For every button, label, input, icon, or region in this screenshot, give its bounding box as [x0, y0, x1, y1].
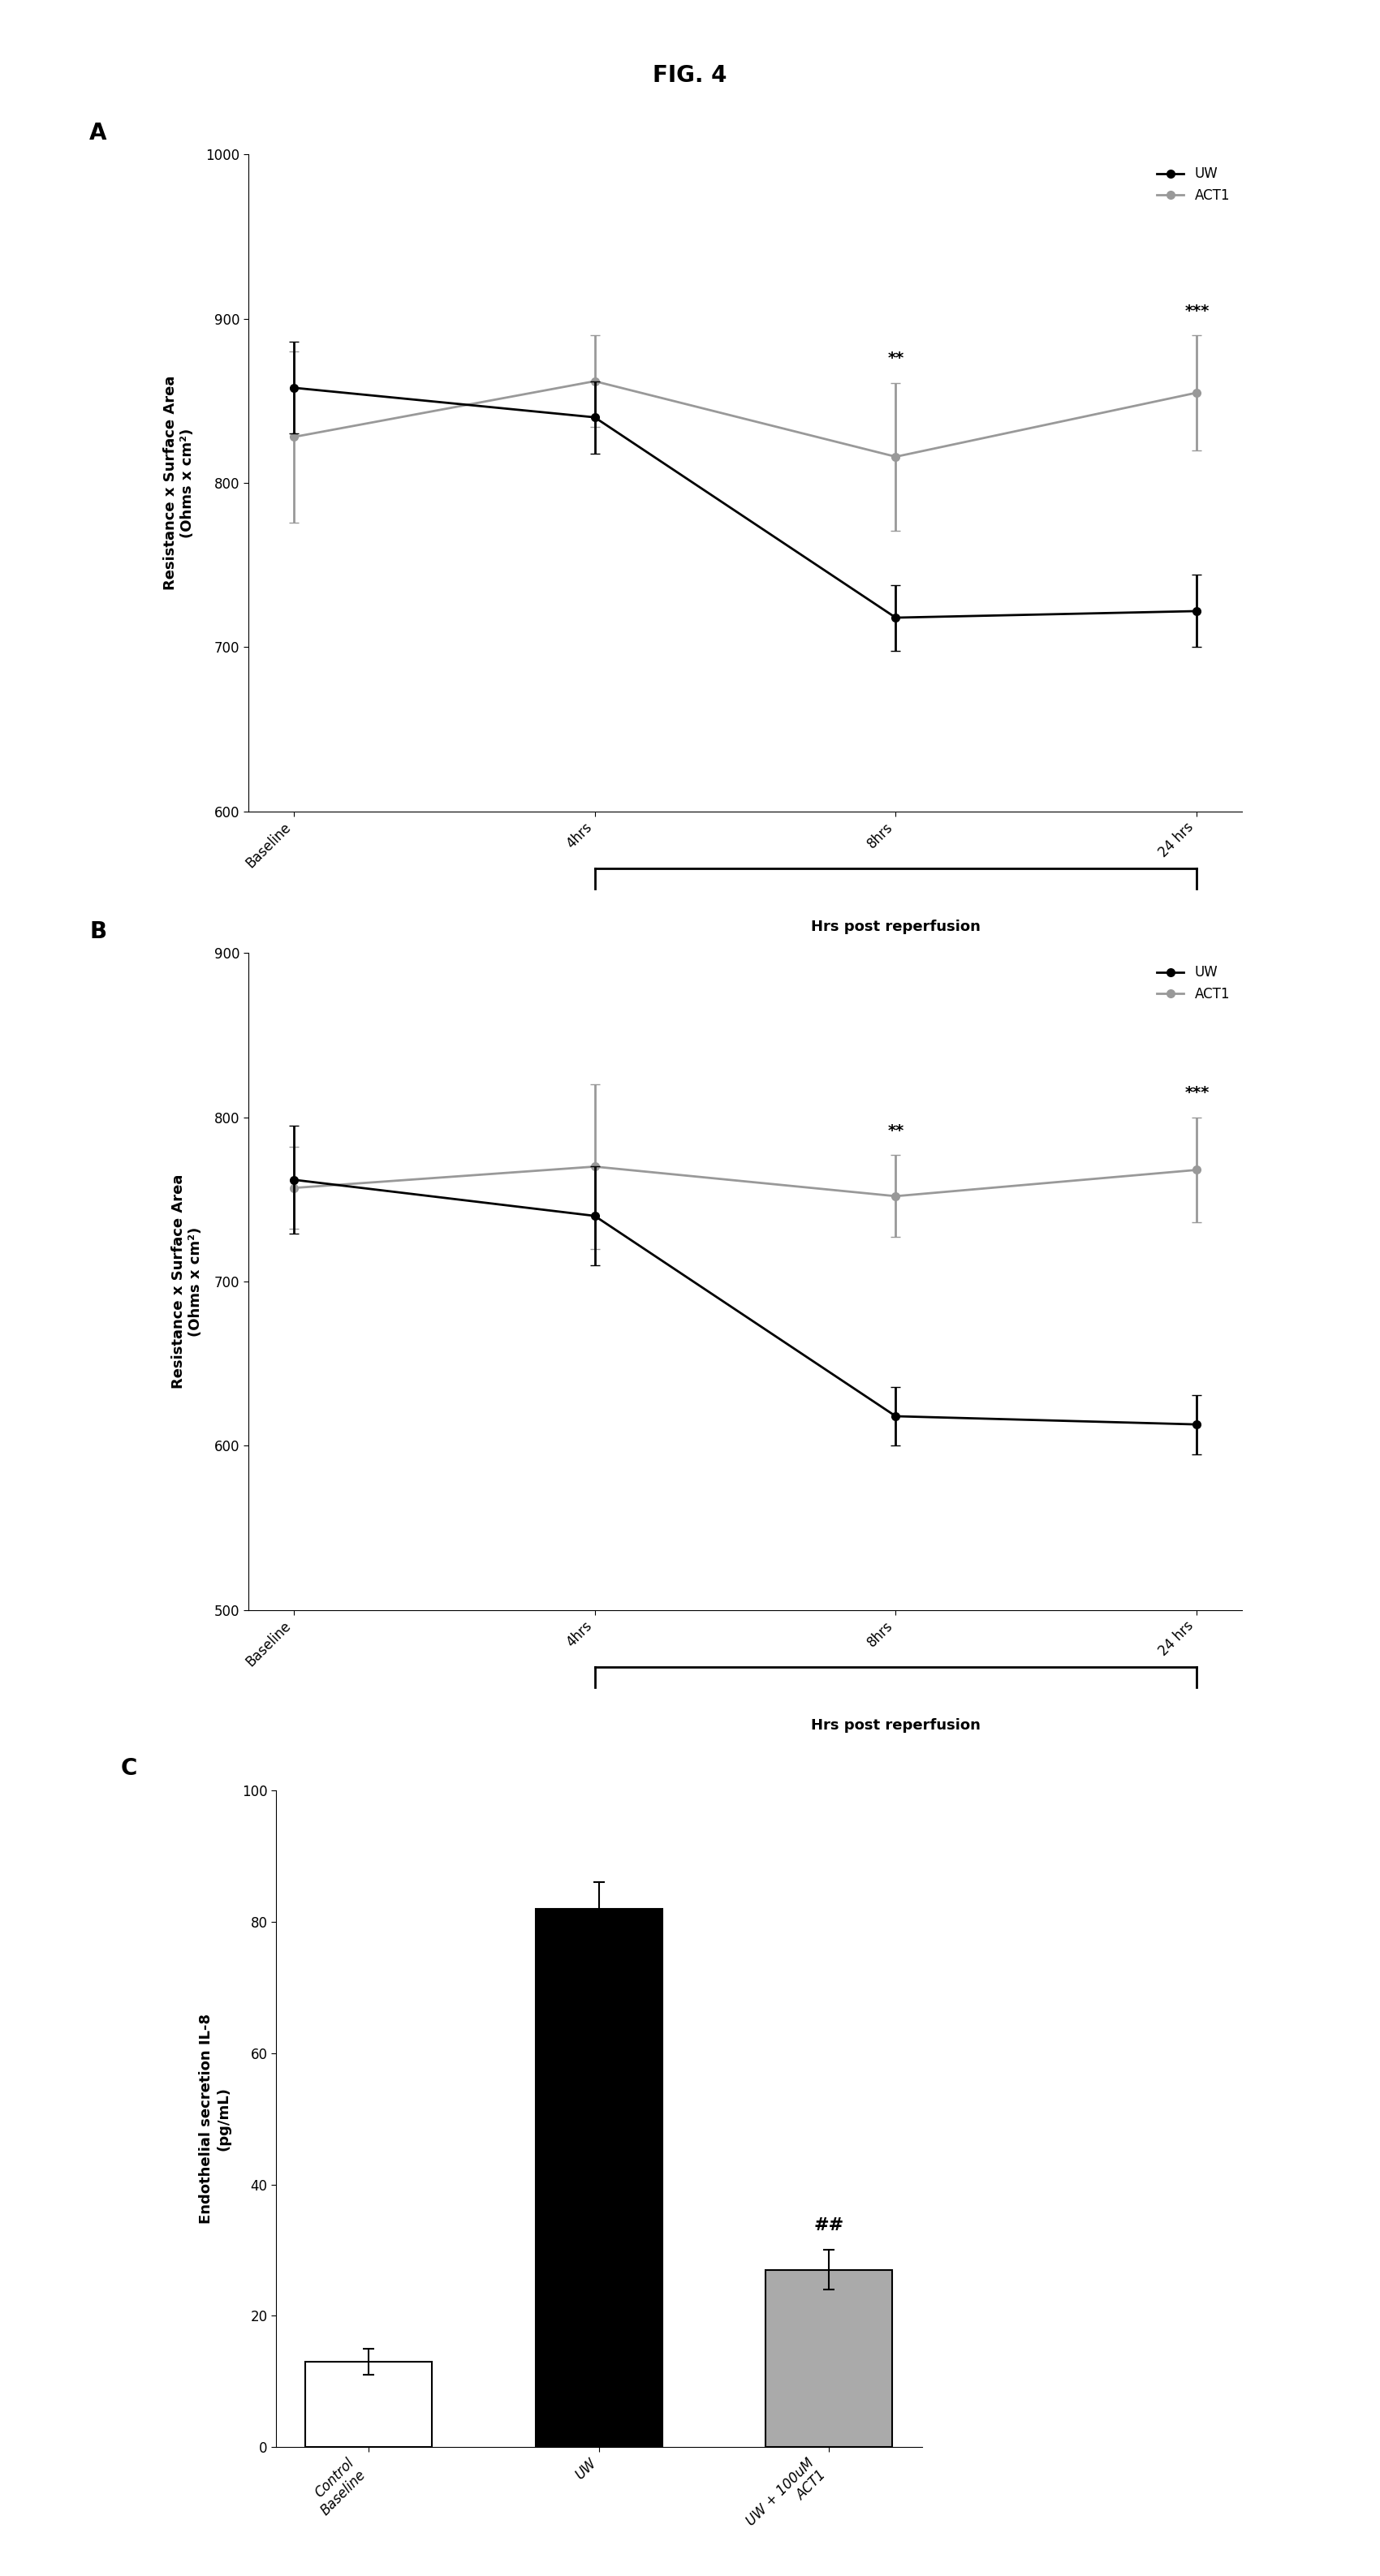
- Text: ***: ***: [1184, 304, 1209, 319]
- Text: FIG. 4: FIG. 4: [653, 64, 727, 88]
- Text: ***: ***: [1184, 1084, 1209, 1100]
- Y-axis label: Resistance x Surface Area
(Ohms x cm²): Resistance x Surface Area (Ohms x cm²): [163, 376, 195, 590]
- Text: C: C: [121, 1757, 138, 1780]
- Legend: UW, ACT1: UW, ACT1: [1151, 162, 1235, 209]
- Text: Hrs post reperfusion: Hrs post reperfusion: [811, 1718, 981, 1734]
- Text: Hrs post reperfusion: Hrs post reperfusion: [811, 920, 981, 935]
- Text: **: **: [887, 1123, 904, 1139]
- Text: A: A: [90, 121, 106, 144]
- Bar: [535, 1909, 662, 2447]
- Text: ##: ##: [814, 2218, 845, 2233]
- Text: **: **: [887, 350, 904, 366]
- Bar: [766, 2269, 893, 2447]
- Text: B: B: [90, 920, 106, 943]
- Y-axis label: Resistance x Surface Area
(Ohms x cm²): Resistance x Surface Area (Ohms x cm²): [171, 1175, 203, 1388]
- Legend: UW, ACT1: UW, ACT1: [1151, 961, 1235, 1007]
- Bar: [305, 2362, 432, 2447]
- Y-axis label: Endothelial secretion IL-8
(pg/mL): Endothelial secretion IL-8 (pg/mL): [199, 2014, 230, 2223]
